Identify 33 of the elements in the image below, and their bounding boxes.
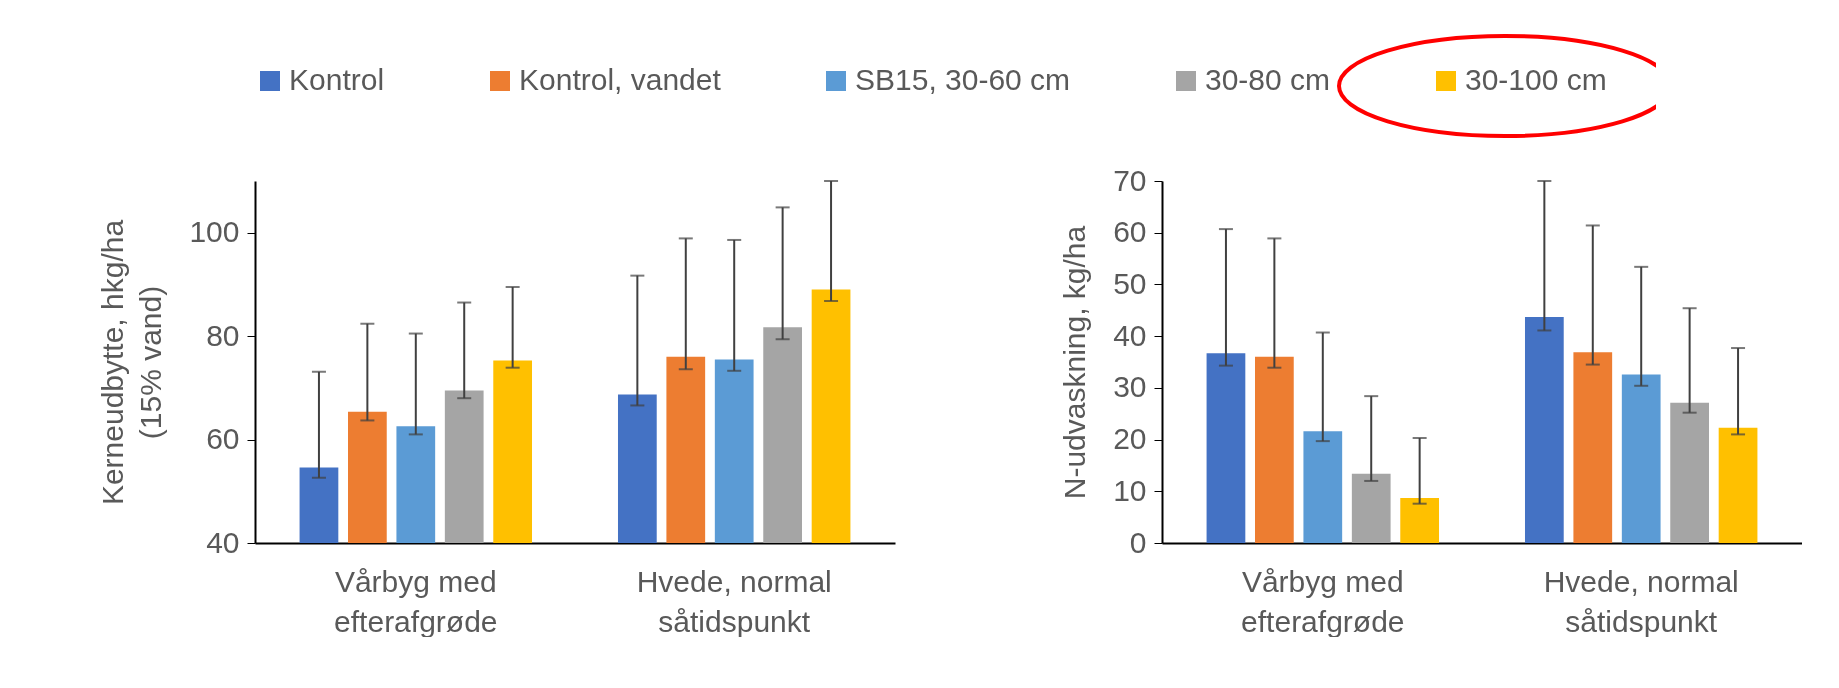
bar: [1255, 356, 1294, 543]
legend-label: 30-100 cm: [1465, 63, 1607, 96]
bar: [1351, 473, 1391, 543]
bar: [1621, 374, 1661, 543]
legend-label: SB15, 30-60 cm: [855, 63, 1071, 96]
x-tick-label: Hvede, normal såtidspunkt: [636, 564, 832, 638]
bar: [1573, 352, 1613, 543]
x-tick-label: Vårbyg med efterafgrøde: [334, 564, 498, 638]
legend-label: 30-80 cm: [1205, 63, 1331, 96]
bar: [1718, 427, 1758, 543]
y-tick-label: 80: [206, 318, 240, 352]
bar: [1524, 317, 1564, 543]
y-tick-label: 100: [189, 215, 240, 249]
y-tick-label: 50: [1113, 266, 1147, 300]
y-tick-label: 30: [1113, 370, 1147, 404]
bar: [1303, 431, 1343, 543]
x-tick-label: Hvede, normal såtidspunkt: [1543, 564, 1739, 638]
y-tick-label: 20: [1113, 422, 1147, 456]
bar: [1400, 498, 1440, 543]
y-tick-label: 10: [1113, 473, 1147, 507]
bar: [1670, 402, 1709, 543]
legend-label: Kontrol, vandet: [519, 63, 722, 96]
y-axis-title: N-udvaskning, kg/ha: [1058, 225, 1092, 500]
y-tick-label: 70: [1113, 163, 1147, 197]
x-tick-label: Vårbyg med efterafgrøde: [1241, 564, 1405, 638]
legend-label: Kontrol: [289, 63, 385, 96]
y-tick-label: 60: [1113, 215, 1147, 249]
y-tick-label: 0: [1129, 525, 1147, 559]
y-tick-label: 40: [206, 525, 240, 559]
bar: [1206, 353, 1246, 543]
y-axis-title: Kerneudbytte, hkg/ha (15% vand): [96, 219, 168, 506]
y-tick-label: 40: [1113, 318, 1147, 352]
y-tick-label: 60: [206, 422, 240, 456]
